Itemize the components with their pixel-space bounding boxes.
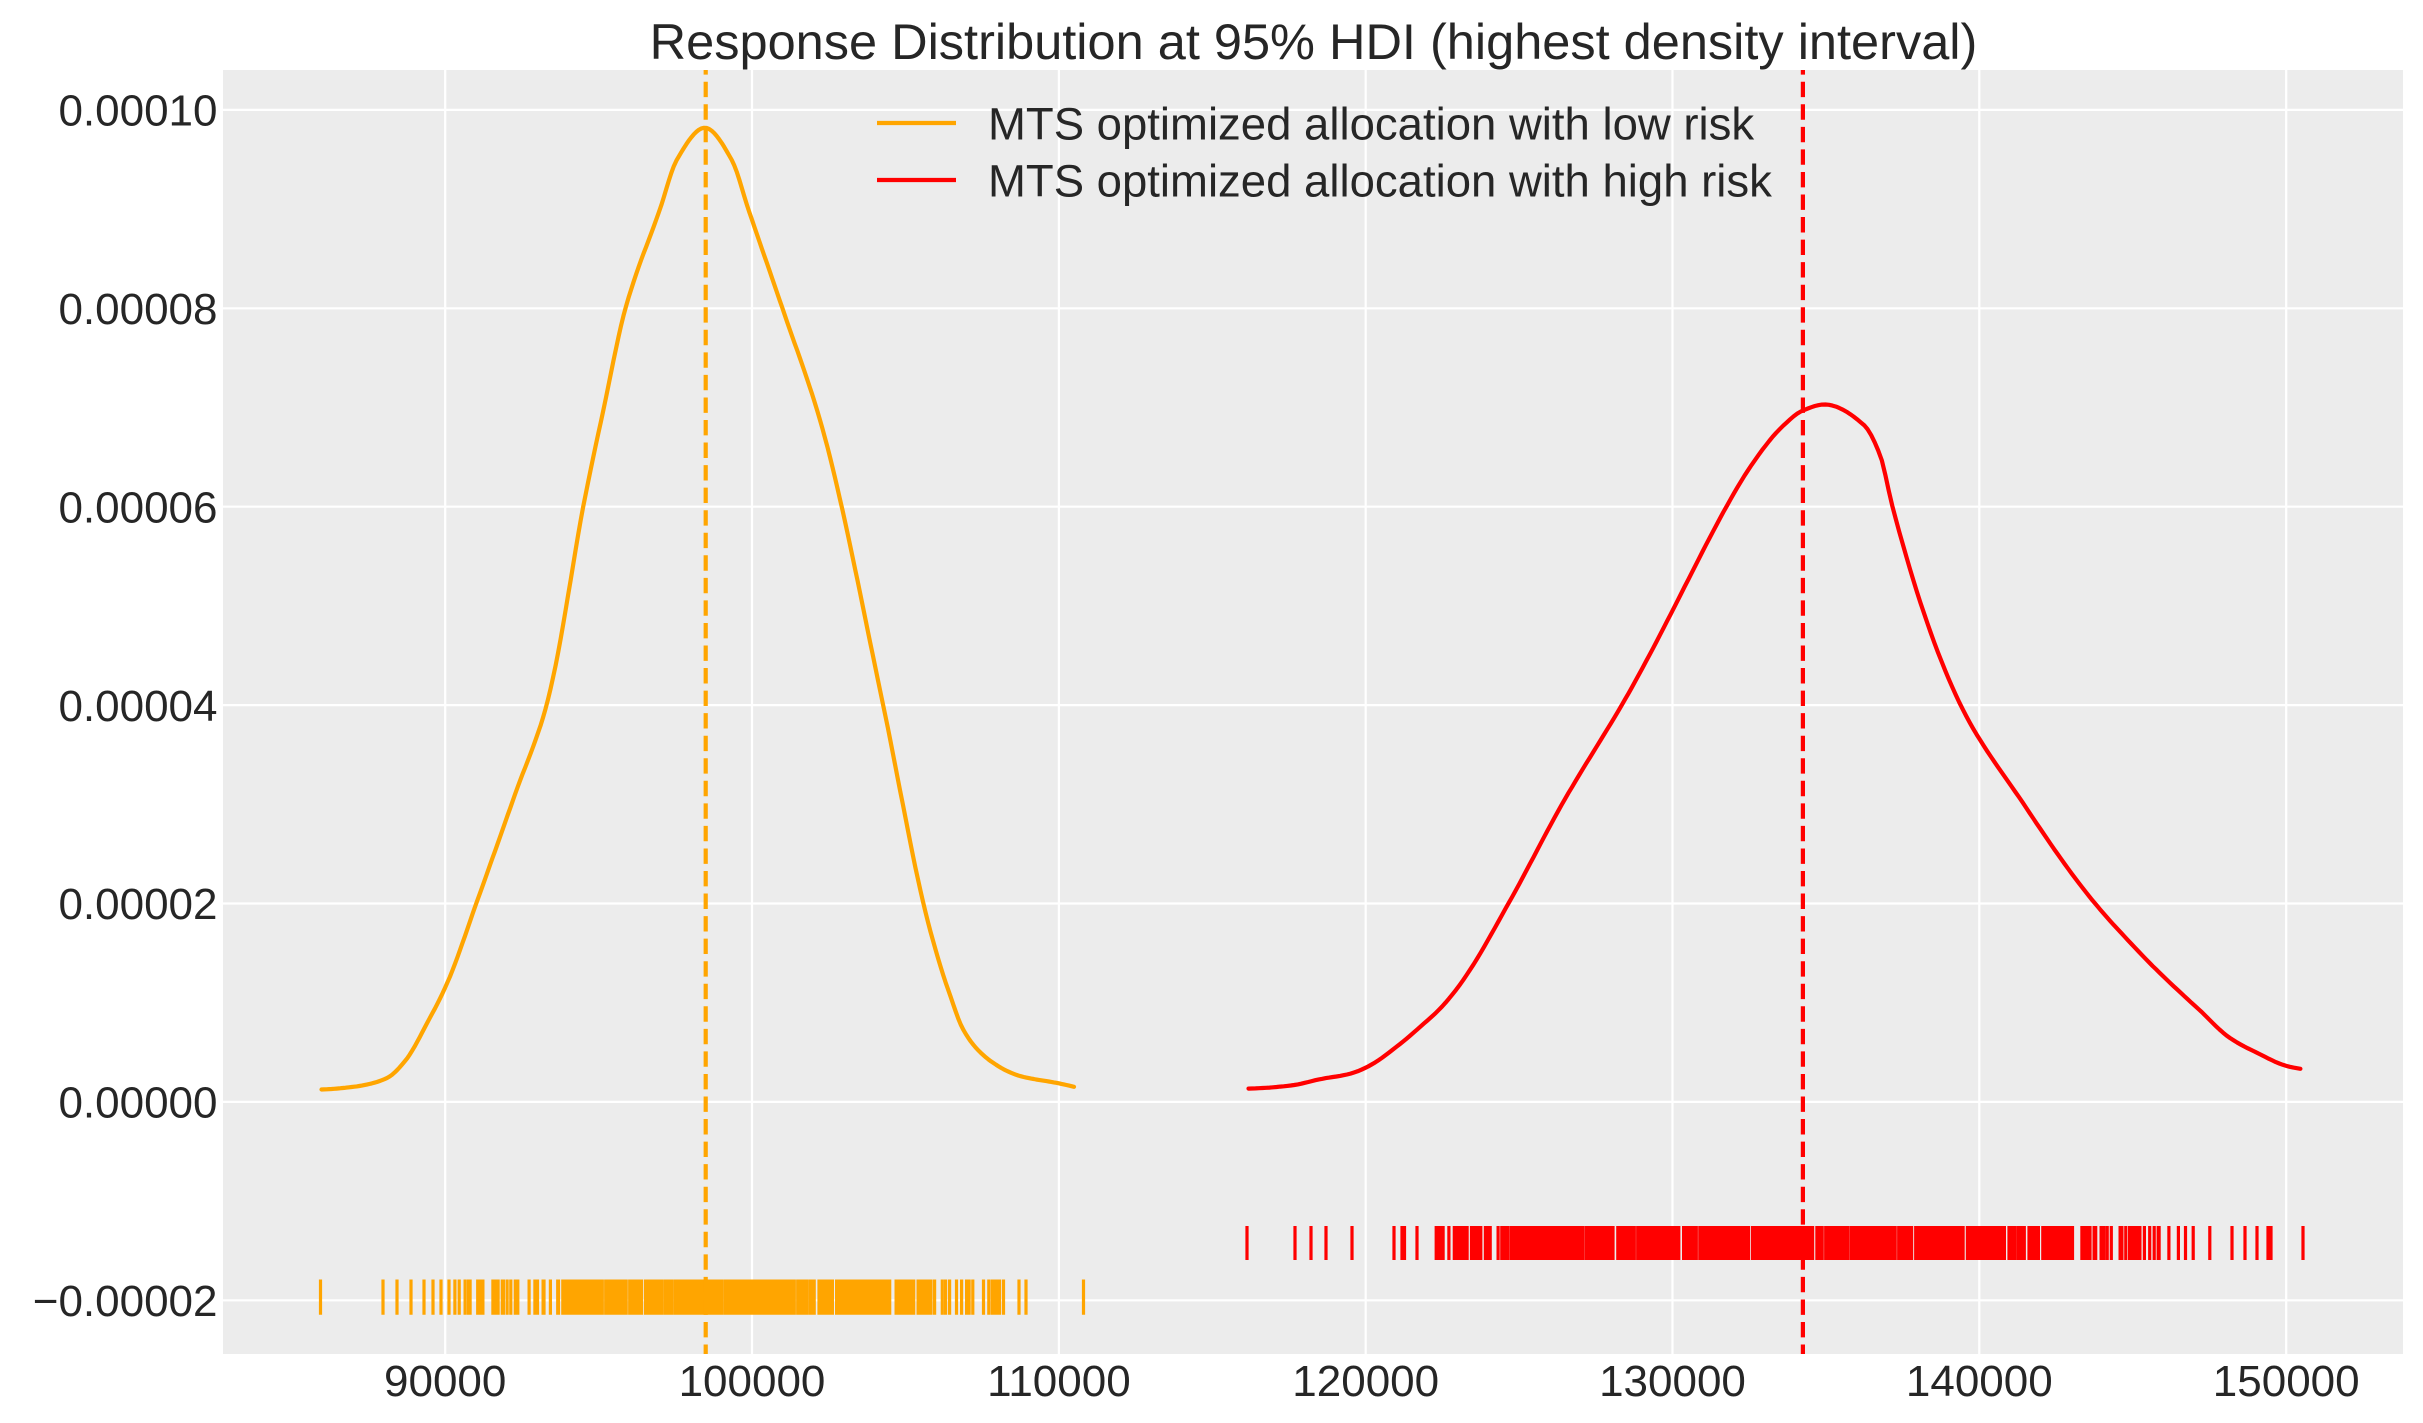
svg-text:Response Distribution at 95% H: Response Distribution at 95% HDI (highes… xyxy=(650,13,1978,70)
svg-text:0.00008: 0.00008 xyxy=(58,285,217,334)
svg-text:−0.00002: −0.00002 xyxy=(33,1277,218,1326)
svg-text:0.00002: 0.00002 xyxy=(58,880,217,929)
svg-text:0.00000: 0.00000 xyxy=(58,1079,217,1128)
svg-text:MTS optimized allocation with: MTS optimized allocation with high risk xyxy=(988,156,1772,207)
svg-text:0.00004: 0.00004 xyxy=(58,682,217,731)
svg-text:120000: 120000 xyxy=(1292,1357,1439,1406)
svg-text:130000: 130000 xyxy=(1599,1357,1746,1406)
svg-text:90000: 90000 xyxy=(384,1357,506,1406)
svg-text:150000: 150000 xyxy=(2213,1357,2360,1406)
svg-text:MTS optimized allocation with: MTS optimized allocation with low risk xyxy=(988,99,1754,150)
svg-text:100000: 100000 xyxy=(679,1357,826,1406)
svg-text:140000: 140000 xyxy=(1906,1357,2053,1406)
svg-text:0.00010: 0.00010 xyxy=(58,87,217,136)
svg-text:110000: 110000 xyxy=(987,1357,1131,1406)
svg-text:0.00006: 0.00006 xyxy=(58,483,217,532)
